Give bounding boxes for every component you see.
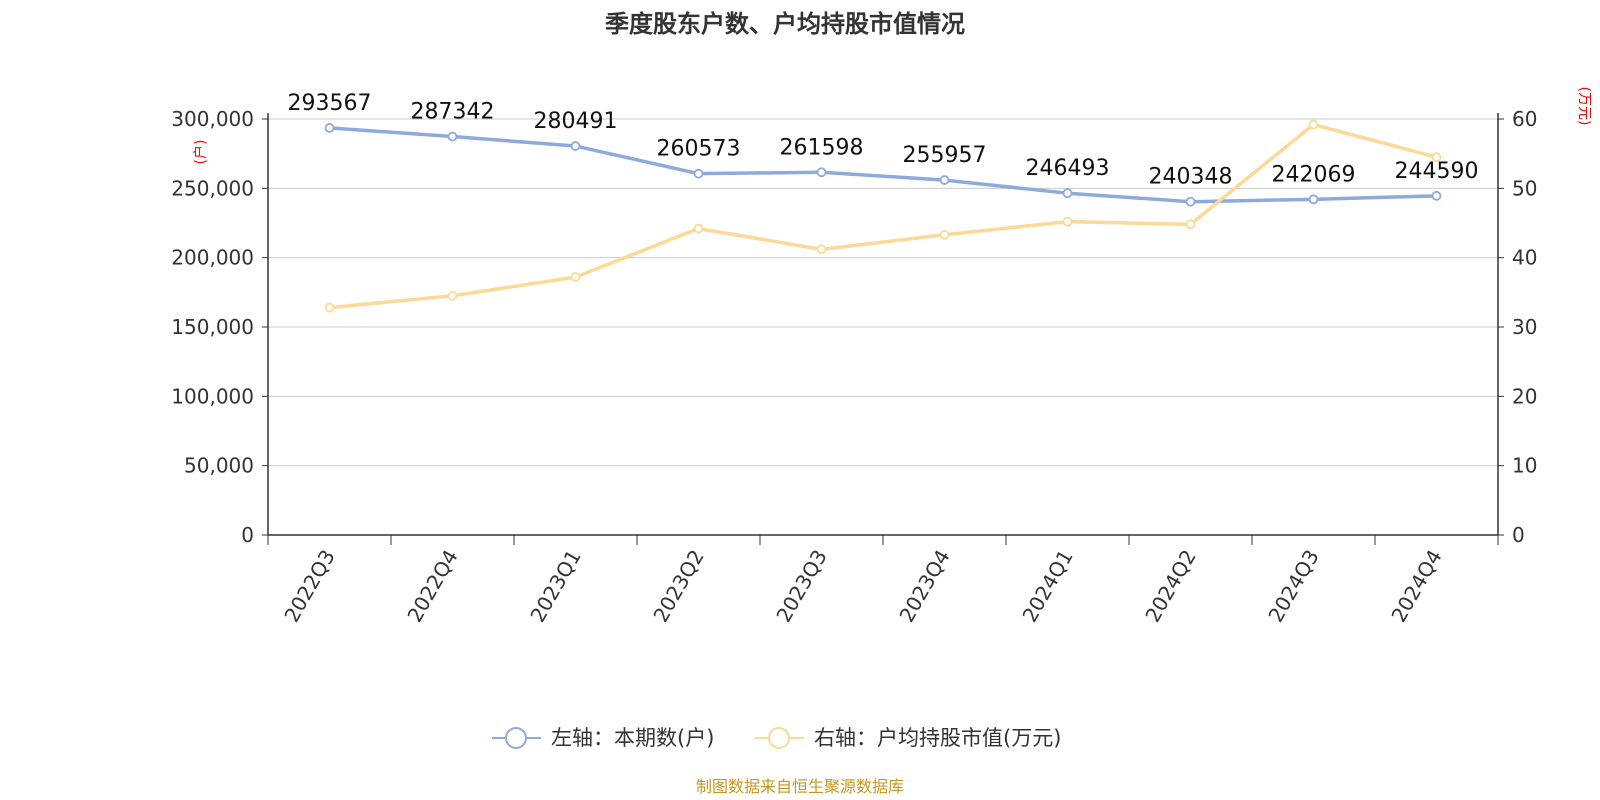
left-axis-tick-label: 100,000 [171, 384, 254, 408]
x-axis-tick-label: 2023Q1 [525, 546, 585, 627]
data-point-left [570, 141, 581, 151]
right-axis-tick-label: 30 [1512, 315, 1537, 339]
legend: 左轴：本期数(户) 右轴：户均持股市值(万元) [492, 726, 1061, 750]
data-point-right [1431, 152, 1442, 163]
data-point-right [1185, 219, 1196, 230]
x-axis-tick-label: 2024Q2 [1140, 546, 1200, 627]
right-axis-tick-label: 10 [1512, 454, 1537, 478]
data-label: 293567 [288, 91, 372, 116]
data-point-right [447, 290, 458, 301]
legend-item-left-series[interactable]: 左轴：本期数(户) [492, 726, 714, 750]
source-note: 制图数据来自恒生聚源数据库 [696, 777, 904, 796]
series-lines [324, 119, 1442, 313]
x-axis-tick-label: 2022Q4 [402, 546, 462, 627]
x-axis-tick-label: 2023Q2 [648, 546, 708, 627]
legend-label-left: 左轴：本期数(户) [551, 726, 714, 750]
left-axis-tick-label: 300,000 [171, 107, 254, 131]
right-axis-tick-label: 20 [1512, 384, 1537, 408]
legend-item-right-series[interactable]: 右轴：户均持股市值(万元) [755, 726, 1061, 750]
x-axis-tick-label: 2024Q3 [1263, 546, 1323, 627]
series-line-left [327, 126, 1439, 204]
data-point-right [570, 272, 581, 282]
data-point-left [1431, 190, 1442, 201]
right-axis-tick-label: 60 [1512, 107, 1537, 131]
data-labels: 293567 287342 280491 260573 261598 255957 2464… [288, 91, 1479, 190]
data-point-right [1062, 216, 1073, 227]
right-axis-tick-label: 0 [1512, 523, 1525, 547]
data-point-left [693, 168, 704, 179]
right-axis-tick-label: 40 [1512, 246, 1537, 270]
data-label: 255957 [903, 143, 987, 168]
left-axis-tick-label: 0 [241, 523, 254, 547]
data-point-right [939, 229, 950, 240]
x-axis-tick-label: 2022Q3 [279, 546, 339, 627]
data-label: 240348 [1149, 165, 1233, 190]
data-label: 246493 [1026, 156, 1110, 181]
data-point-right [693, 223, 704, 234]
data-label: 244590 [1395, 159, 1479, 184]
x-axis-tick-label: 2023Q3 [771, 546, 831, 627]
left-axis-tick-label: 150,000 [171, 315, 254, 339]
right-axis-tick-label: 50 [1512, 176, 1537, 200]
data-label: 280491 [534, 109, 618, 134]
series-line-right [327, 122, 1439, 310]
left-axis-unit-label: (户) [192, 140, 209, 165]
data-label: 242069 [1272, 162, 1356, 187]
data-label: 260573 [657, 137, 741, 162]
data-point-left [447, 131, 458, 142]
left-axis-tick-label: 50,000 [184, 454, 254, 478]
data-point-right [324, 302, 335, 313]
left-axis-tick-label: 200,000 [171, 246, 254, 270]
data-label: 287342 [411, 100, 495, 125]
x-axis-tick-label: 2023Q4 [894, 546, 954, 627]
data-point-right [816, 244, 827, 255]
data-point-left [1308, 194, 1319, 205]
x-axis-tick-label: 2024Q1 [1017, 546, 1077, 627]
legend-marker-left-icon [505, 727, 527, 749]
x-axis-tick-label: 2024Q4 [1386, 546, 1446, 627]
right-axis-unit-label: (万元) [1576, 87, 1592, 126]
data-point-left [324, 123, 335, 133]
chart-title: 季度股东户数、户均持股市值情况 [605, 10, 965, 38]
data-point-left [1062, 188, 1073, 199]
legend-marker-right-icon [768, 727, 790, 749]
left-axis-tick-label: 250,000 [171, 176, 254, 200]
gridlines [268, 118, 1498, 467]
data-point-right [1308, 119, 1319, 130]
data-point-left [816, 167, 827, 178]
data-label: 261598 [780, 135, 864, 160]
legend-label-right: 右轴：户均持股市值(万元) [814, 726, 1061, 750]
data-point-left [939, 175, 950, 185]
data-point-left [1185, 196, 1196, 207]
